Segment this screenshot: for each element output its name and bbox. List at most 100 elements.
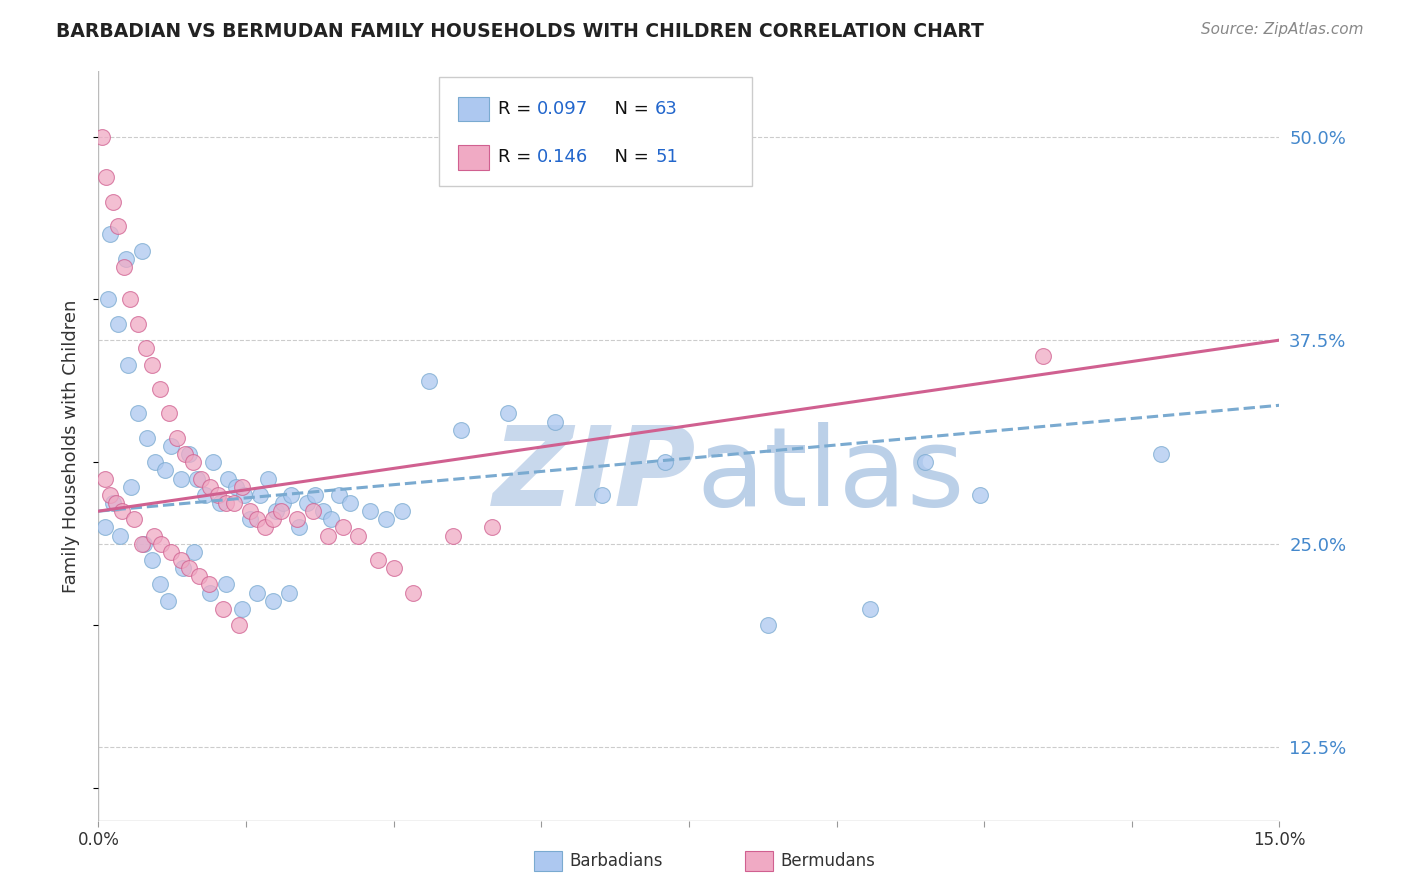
Point bbox=[98, 488, 121, 502]
Point bbox=[914, 455, 936, 469]
Point bbox=[280, 488, 302, 502]
Point bbox=[391, 504, 413, 518]
Point bbox=[97, 293, 120, 307]
Point bbox=[264, 504, 287, 518]
Point bbox=[591, 488, 613, 502]
Point bbox=[104, 496, 127, 510]
Point bbox=[157, 406, 180, 420]
Point bbox=[136, 431, 159, 445]
Point bbox=[135, 341, 157, 355]
Point bbox=[496, 406, 519, 420]
Point bbox=[156, 593, 179, 607]
Point bbox=[143, 455, 166, 469]
Point bbox=[142, 528, 165, 542]
Point bbox=[141, 358, 163, 372]
Point bbox=[1150, 447, 1173, 461]
Point bbox=[96, 170, 118, 185]
Point bbox=[188, 569, 211, 583]
Point bbox=[233, 488, 256, 502]
Point bbox=[441, 528, 464, 542]
Point bbox=[374, 512, 396, 526]
Point bbox=[273, 496, 295, 510]
Point bbox=[481, 520, 503, 534]
Point bbox=[209, 496, 232, 510]
Point bbox=[278, 585, 301, 599]
Point bbox=[132, 537, 155, 551]
Text: R =: R = bbox=[498, 100, 537, 118]
Point bbox=[367, 553, 389, 567]
Point bbox=[200, 585, 222, 599]
Point bbox=[115, 252, 138, 266]
Point bbox=[93, 472, 115, 486]
Point bbox=[194, 488, 217, 502]
Point bbox=[117, 358, 139, 372]
Point bbox=[301, 504, 323, 518]
Text: atlas: atlas bbox=[696, 423, 965, 530]
Point bbox=[304, 488, 326, 502]
Point bbox=[222, 496, 245, 510]
Point bbox=[112, 260, 135, 274]
Point bbox=[174, 447, 197, 461]
Point bbox=[215, 577, 238, 591]
Point bbox=[122, 512, 145, 526]
Point bbox=[231, 480, 253, 494]
Point bbox=[246, 585, 269, 599]
Point bbox=[402, 585, 425, 599]
Point bbox=[225, 480, 247, 494]
Point bbox=[262, 593, 284, 607]
Point bbox=[254, 520, 277, 534]
Point bbox=[859, 602, 882, 616]
Text: R =: R = bbox=[498, 148, 537, 166]
Point bbox=[183, 545, 205, 559]
Point bbox=[756, 618, 779, 632]
Point bbox=[200, 480, 222, 494]
Text: Barbadians: Barbadians bbox=[569, 852, 664, 870]
Text: BARBADIAN VS BERMUDAN FAMILY HOUSEHOLDS WITH CHILDREN CORRELATION CHART: BARBADIAN VS BERMUDAN FAMILY HOUSEHOLDS … bbox=[56, 22, 984, 41]
Text: 0.097: 0.097 bbox=[537, 100, 588, 118]
Text: N =: N = bbox=[603, 100, 655, 118]
Text: Source: ZipAtlas.com: Source: ZipAtlas.com bbox=[1201, 22, 1364, 37]
Point bbox=[127, 317, 149, 331]
Point bbox=[190, 472, 212, 486]
Text: Bermudans: Bermudans bbox=[780, 852, 875, 870]
Point bbox=[197, 577, 219, 591]
Point bbox=[98, 227, 121, 242]
Point bbox=[382, 561, 405, 575]
Point bbox=[172, 561, 194, 575]
Point bbox=[969, 488, 991, 502]
Point bbox=[160, 439, 183, 453]
Point bbox=[207, 488, 229, 502]
Point bbox=[149, 382, 172, 396]
Point bbox=[107, 317, 129, 331]
Point bbox=[150, 537, 173, 551]
Point bbox=[270, 504, 292, 518]
Point bbox=[262, 512, 284, 526]
Point bbox=[201, 455, 224, 469]
Point bbox=[186, 472, 208, 486]
Point bbox=[107, 219, 129, 233]
Point bbox=[177, 447, 200, 461]
Point bbox=[246, 512, 269, 526]
Point bbox=[121, 480, 143, 494]
Point bbox=[1032, 350, 1054, 364]
Text: 0.146: 0.146 bbox=[537, 148, 588, 166]
Point bbox=[328, 488, 350, 502]
Point bbox=[101, 496, 124, 510]
Point bbox=[149, 577, 172, 591]
Point bbox=[131, 244, 153, 258]
Point bbox=[166, 431, 188, 445]
Text: 51: 51 bbox=[655, 148, 678, 166]
Point bbox=[359, 504, 381, 518]
Point bbox=[256, 472, 278, 486]
Point bbox=[170, 553, 193, 567]
Point bbox=[111, 504, 134, 518]
Point bbox=[141, 553, 163, 567]
Point bbox=[93, 520, 115, 534]
Point bbox=[544, 415, 567, 429]
Point bbox=[211, 602, 233, 616]
Y-axis label: Family Households with Children: Family Households with Children bbox=[62, 300, 80, 592]
Point bbox=[177, 561, 200, 575]
Point bbox=[101, 194, 124, 209]
Point bbox=[318, 528, 340, 542]
Text: N =: N = bbox=[603, 148, 655, 166]
